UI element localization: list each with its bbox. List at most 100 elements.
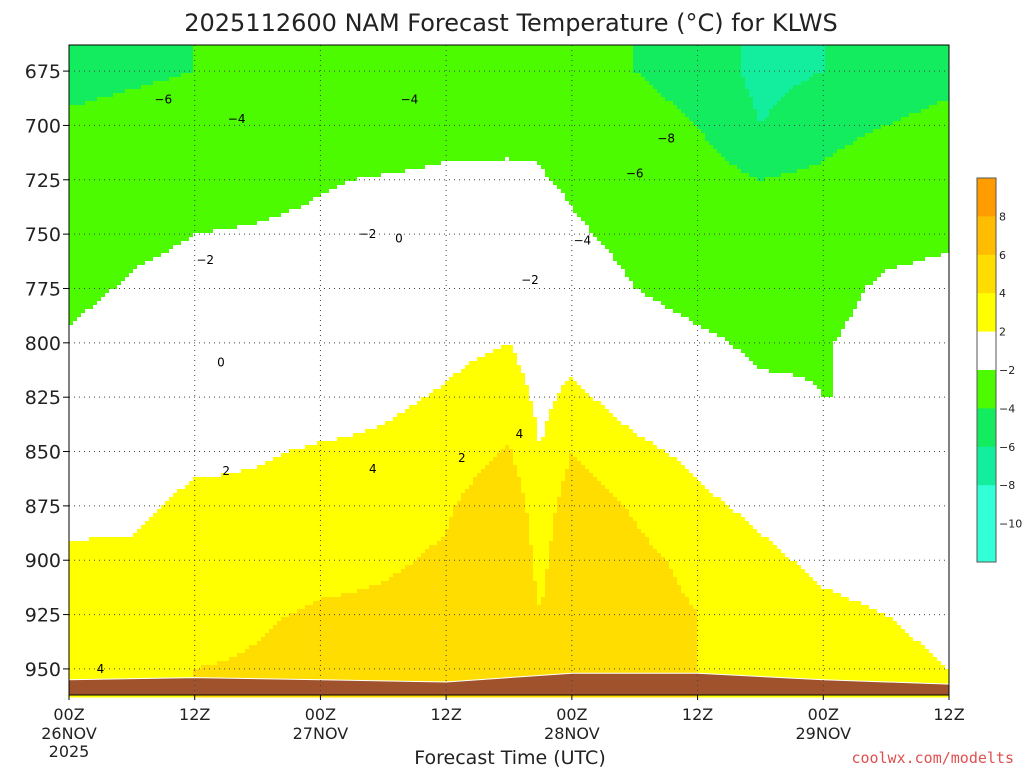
temperature-cell (137, 189, 142, 194)
temperature-cell (69, 385, 74, 390)
temperature-cell (101, 657, 106, 662)
temperature-cell (113, 209, 118, 214)
temperature-cell (129, 237, 134, 242)
temperature-cell (81, 393, 86, 398)
temperature-cell (101, 65, 106, 70)
temperature-cell (69, 177, 74, 182)
temperature-cell (93, 453, 98, 458)
temperature-cell (161, 89, 166, 94)
temperature-cell (185, 145, 190, 150)
temperature-cell (125, 253, 130, 258)
temperature-cell (141, 341, 146, 346)
temperature-cell (169, 605, 174, 610)
temperature-cell (77, 209, 82, 214)
temperature-cell (101, 469, 106, 474)
temperature-cell (133, 49, 138, 54)
temperature-cell (97, 525, 102, 530)
temperature-cell (81, 149, 86, 154)
temperature-cell (81, 445, 86, 450)
temperature-cell (145, 577, 150, 582)
temperature-cell (189, 405, 194, 410)
temperature-cell (117, 333, 122, 338)
temperature-cell (89, 657, 94, 662)
temperature-cell (93, 469, 98, 474)
temperature-cell (169, 557, 174, 562)
temperature-cell (97, 301, 102, 306)
temperature-cell (137, 273, 142, 278)
temperature-cell (105, 337, 110, 342)
temperature-cell (153, 229, 158, 234)
temperature-cell (173, 529, 178, 534)
temperature-cell (169, 585, 174, 590)
temperature-cell (177, 281, 182, 286)
temperature-cell (97, 609, 102, 614)
temperature-cell (137, 373, 142, 378)
temperature-cell (161, 125, 166, 130)
temperature-cell (89, 365, 94, 370)
temperature-cell (157, 425, 162, 430)
temperature-cell (129, 537, 134, 542)
temperature-cell (153, 53, 158, 58)
temperature-cell (97, 589, 102, 594)
temperature-cell (141, 197, 146, 202)
temperature-cell (93, 377, 98, 382)
temperature-cell (105, 221, 110, 226)
temperature-cell (97, 557, 102, 562)
temperature-cell (69, 333, 74, 338)
temperature-cell (101, 173, 106, 178)
temperature-cell (89, 377, 94, 382)
temperature-cell (145, 257, 150, 262)
temperature-cell (89, 293, 94, 298)
temperature-cell (69, 557, 74, 562)
temperature-cell (125, 217, 130, 222)
temperature-cell (81, 333, 86, 338)
temperature-cell (157, 501, 162, 506)
temperature-cell (137, 317, 142, 322)
temperature-cell (101, 289, 106, 294)
temperature-cell (85, 221, 90, 226)
temperature-cell (81, 93, 86, 98)
temperature-cell (181, 481, 186, 486)
temperature-cell (169, 561, 174, 566)
temperature-cell (141, 609, 146, 614)
temperature-cell (129, 585, 134, 590)
temperature-cell (137, 353, 142, 358)
temperature-cell (129, 577, 134, 582)
temperature-cell (81, 401, 86, 406)
temperature-cell (77, 73, 82, 78)
temperature-cell (141, 285, 146, 290)
temperature-cell (181, 169, 186, 174)
temperature-cell (97, 413, 102, 418)
temperature-cell (105, 445, 110, 450)
temperature-cell (165, 649, 170, 654)
temperature-cell (189, 153, 194, 158)
temperature-cell (89, 261, 94, 266)
temperature-cell (177, 337, 182, 342)
temperature-cell (141, 349, 146, 354)
temperature-cell (157, 213, 162, 218)
temperature-cell (97, 125, 102, 130)
temperature-cell (181, 85, 186, 90)
temperature-cell (101, 309, 106, 314)
temperature-cell (97, 345, 102, 350)
temperature-cell (181, 641, 186, 646)
temperature-cell (113, 313, 118, 318)
temperature-cell (117, 469, 122, 474)
temperature-cell (81, 157, 86, 162)
temperature-cell (117, 581, 122, 586)
temperature-cell (73, 233, 78, 238)
temperature-cell (169, 601, 174, 606)
temperature-cell (101, 89, 106, 94)
temperature-cell (177, 569, 182, 574)
temperature-cell (129, 329, 134, 334)
temperature-cell (93, 641, 98, 646)
temperature-cell (133, 121, 138, 126)
temperature-cell (169, 617, 174, 622)
temperature-cell (153, 57, 158, 62)
temperature-cell (117, 97, 122, 102)
temperature-cell (89, 461, 94, 466)
temperature-cell (93, 445, 98, 450)
temperature-cell (101, 357, 106, 362)
temperature-cell (169, 529, 174, 534)
temperature-cell (177, 105, 182, 110)
